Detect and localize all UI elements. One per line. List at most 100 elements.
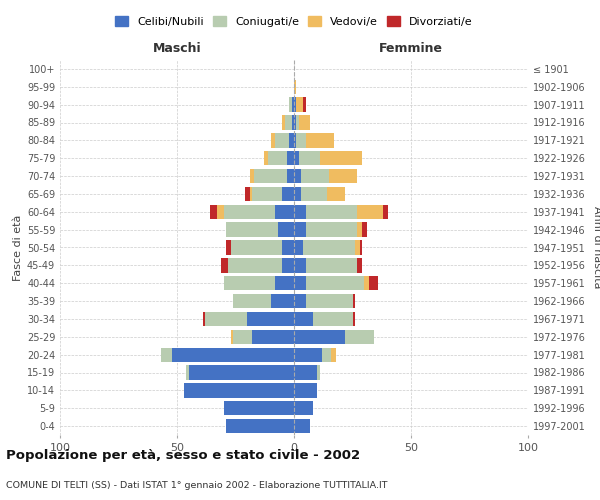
Bar <box>357 258 362 272</box>
Bar <box>287 169 294 183</box>
Text: COMUNE DI TELTI (SS) - Dati ISTAT 1° gennaio 2002 - Elaborazione TUTTITALIA.IT: COMUNE DI TELTI (SS) - Dati ISTAT 1° gen… <box>6 481 388 490</box>
Bar <box>331 348 336 362</box>
Text: Femmine: Femmine <box>379 42 443 54</box>
Bar <box>229 258 283 272</box>
Bar <box>294 294 306 308</box>
Bar <box>292 98 294 112</box>
Bar <box>289 133 294 148</box>
Bar <box>250 169 254 183</box>
Bar <box>283 187 294 201</box>
Bar <box>254 169 287 183</box>
Bar <box>294 151 299 166</box>
Bar <box>322 348 331 362</box>
Bar <box>294 240 304 254</box>
Bar <box>364 276 369 290</box>
Bar <box>362 222 367 237</box>
Bar <box>268 151 287 166</box>
Bar <box>301 187 327 201</box>
Bar <box>250 187 252 201</box>
Bar <box>275 133 289 148</box>
Bar <box>320 151 362 166</box>
Bar <box>346 330 374 344</box>
Bar <box>226 419 294 433</box>
Bar <box>294 187 301 201</box>
Bar <box>275 204 294 219</box>
Bar <box>369 276 378 290</box>
Bar <box>283 116 284 130</box>
Bar <box>231 330 233 344</box>
Bar <box>306 276 364 290</box>
Bar <box>233 330 252 344</box>
Bar <box>294 330 346 344</box>
Bar <box>294 98 296 112</box>
Bar <box>383 204 388 219</box>
Bar <box>294 276 306 290</box>
Bar <box>161 348 172 362</box>
Text: Popolazione per età, sesso e stato civile - 2002: Popolazione per età, sesso e stato civil… <box>6 450 360 462</box>
Bar <box>224 276 275 290</box>
Bar <box>226 222 278 237</box>
Legend: Celibi/Nubili, Coniugati/e, Vedovi/e, Divorziati/e: Celibi/Nubili, Coniugati/e, Vedovi/e, Di… <box>112 13 476 30</box>
Bar <box>353 294 355 308</box>
Bar <box>210 204 217 219</box>
Bar <box>294 419 310 433</box>
Bar <box>205 312 247 326</box>
Bar <box>294 383 317 398</box>
Bar <box>245 187 250 201</box>
Bar <box>247 312 294 326</box>
Bar <box>355 240 359 254</box>
Bar <box>221 258 229 272</box>
Bar <box>313 312 353 326</box>
Bar <box>188 366 294 380</box>
Bar <box>294 258 306 272</box>
Bar <box>306 294 353 308</box>
Bar <box>184 383 294 398</box>
Bar <box>294 348 322 362</box>
Bar <box>203 312 205 326</box>
Bar <box>172 348 294 362</box>
Bar <box>271 133 275 148</box>
Bar <box>224 204 275 219</box>
Bar <box>296 98 304 112</box>
Bar <box>294 222 306 237</box>
Bar <box>294 169 301 183</box>
Bar <box>263 151 268 166</box>
Bar <box>226 240 231 254</box>
Bar <box>304 98 306 112</box>
Bar <box>278 222 294 237</box>
Bar <box>231 240 283 254</box>
Bar <box>289 98 292 112</box>
Bar <box>294 204 306 219</box>
Bar <box>233 294 271 308</box>
Text: Maschi: Maschi <box>152 42 202 54</box>
Bar <box>252 187 283 201</box>
Bar <box>306 222 357 237</box>
Bar <box>304 240 355 254</box>
Bar <box>327 187 346 201</box>
Bar <box>217 204 224 219</box>
Bar <box>292 116 294 130</box>
Bar <box>287 151 294 166</box>
Bar <box>329 169 357 183</box>
Bar <box>271 294 294 308</box>
Bar <box>296 116 299 130</box>
Bar <box>294 80 296 94</box>
Bar <box>284 116 292 130</box>
Bar <box>353 312 355 326</box>
Bar <box>306 133 334 148</box>
Bar <box>299 151 320 166</box>
Bar <box>187 366 188 380</box>
Bar <box>299 116 310 130</box>
Bar <box>306 204 357 219</box>
Bar <box>252 330 294 344</box>
Bar <box>283 258 294 272</box>
Bar <box>283 240 294 254</box>
Bar <box>359 240 362 254</box>
Bar <box>294 401 313 415</box>
Bar <box>296 133 306 148</box>
Bar <box>224 401 294 415</box>
Bar <box>317 366 320 380</box>
Bar <box>275 276 294 290</box>
Bar <box>301 169 329 183</box>
Bar <box>294 116 296 130</box>
